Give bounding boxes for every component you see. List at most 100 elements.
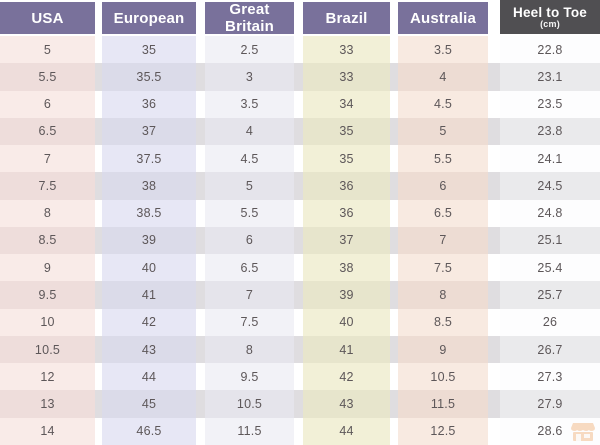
table-cell: 5	[205, 172, 294, 200]
table-cell: 5.5	[205, 199, 294, 227]
table-cell: 34	[303, 90, 390, 118]
table-row: 12 44 9.5 42 10.5 27.3	[0, 363, 600, 391]
table-row: 9.5 41 7 39 8 25.7	[0, 281, 600, 309]
column-header-great-britain: Great Britain	[205, 1, 294, 35]
shop-logo-icon	[571, 423, 595, 441]
table-cell: 5.5	[398, 145, 488, 173]
table-cell: 8	[398, 281, 488, 309]
table-cell: 9.5	[0, 281, 95, 309]
table-cell: 11.5	[398, 390, 488, 418]
table-cell: 8.5	[0, 226, 95, 255]
table-cell: 6.5	[398, 199, 488, 227]
table-cell: 4.5	[398, 90, 488, 118]
column-header-european: European	[102, 2, 196, 34]
table-cell: 25.7	[500, 281, 600, 309]
table-cell: 28.6	[500, 417, 600, 445]
table-cell: 6.5	[0, 117, 95, 146]
table-cell: 5	[398, 117, 488, 146]
table-cell: 22.8	[500, 36, 600, 64]
table-cell: 46.5	[102, 417, 196, 445]
table-cell: 8	[0, 199, 95, 227]
table-cell: 35	[303, 117, 390, 146]
table-cell: 9.5	[205, 363, 294, 391]
table-row: 13 45 10.5 43 11.5 27.9	[0, 390, 600, 418]
table-cell: 40	[303, 308, 390, 336]
table-header-row: USA European Great Britain Brazil Austra…	[0, 0, 600, 36]
table-cell: 3.5	[205, 90, 294, 118]
column-header-usa: USA	[0, 2, 95, 34]
table-cell: 37.5	[102, 145, 196, 173]
table-cell: 7	[0, 145, 95, 173]
table-cell: 43	[303, 390, 390, 418]
table-cell: 8.5	[398, 308, 488, 336]
table-cell: 37	[102, 117, 196, 146]
table-cell: 3	[205, 63, 294, 91]
table-cell: 25.1	[500, 226, 600, 255]
table-cell: 10.5	[0, 335, 95, 364]
table-row: 8 38.5 5.5 36 6.5 24.8	[0, 199, 600, 227]
table-cell: 40	[102, 254, 196, 282]
table-cell: 44	[102, 363, 196, 391]
table-cell: 36	[303, 172, 390, 200]
table-cell: 12	[0, 363, 95, 391]
table-cell: 6.5	[205, 254, 294, 282]
table-cell: 14	[0, 417, 95, 445]
table-cell: 6	[205, 226, 294, 255]
table-cell: 4	[398, 63, 488, 91]
table-cell: 10	[0, 308, 95, 336]
table-cell: 39	[102, 226, 196, 255]
table-cell: 38	[303, 254, 390, 282]
table-cell: 7.5	[0, 172, 95, 200]
table-cell: 24.1	[500, 145, 600, 173]
table-cell: 23.5	[500, 90, 600, 118]
table-cell: 12.5	[398, 417, 488, 445]
table-cell: 9	[398, 335, 488, 364]
table-cell: 44	[303, 417, 390, 445]
heel-to-toe-unit-label: (cm)	[540, 19, 560, 30]
table-cell: 36	[303, 199, 390, 227]
table-cell: 39	[303, 281, 390, 309]
table-row: 7 37.5 4.5 35 5.5 24.1	[0, 145, 600, 173]
table-cell: 7.5	[398, 254, 488, 282]
table-cell: 7	[205, 281, 294, 309]
table-row: 10.5 43 8 41 9 26.7	[0, 335, 600, 364]
table-cell: 41	[102, 281, 196, 309]
table-cell: 5.5	[0, 63, 95, 91]
table-row: 7.5 38 5 36 6 24.5	[0, 172, 600, 200]
table-cell: 38	[102, 172, 196, 200]
table-row: 10 42 7.5 40 8.5 26	[0, 308, 600, 336]
table-cell: 25.4	[500, 254, 600, 282]
table-cell: 23.1	[500, 63, 600, 91]
table-cell: 33	[303, 63, 390, 91]
table-cell: 27.3	[500, 363, 600, 391]
table-row: 6 36 3.5 34 4.5 23.5	[0, 90, 600, 118]
table-cell: 26	[500, 308, 600, 336]
table-cell: 36	[102, 90, 196, 118]
column-header-heel-to-toe: Heel to Toe (cm)	[500, 0, 600, 34]
table-row: 5 35 2.5 33 3.5 22.8	[0, 36, 600, 64]
table-cell: 42	[303, 363, 390, 391]
table-cell: 11.5	[205, 417, 294, 445]
table-row: 14 46.5 11.5 44 12.5 28.6	[0, 417, 600, 445]
heel-to-toe-label: Heel to Toe	[513, 5, 587, 21]
table-cell: 24.5	[500, 172, 600, 200]
table-cell: 27.9	[500, 390, 600, 418]
column-header-brazil: Brazil	[303, 2, 390, 34]
table-row: 6.5 37 4 35 5 23.8	[0, 117, 600, 146]
table-cell: 35.5	[102, 63, 196, 91]
table-cell: 45	[102, 390, 196, 418]
table-cell: 6	[398, 172, 488, 200]
table-cell: 35	[303, 145, 390, 173]
table-cell: 26.7	[500, 335, 600, 364]
table-cell: 2.5	[205, 36, 294, 64]
table-cell: 7	[398, 226, 488, 255]
table-cell: 9	[0, 254, 95, 282]
table-cell: 33	[303, 36, 390, 64]
table-cell: 7.5	[205, 308, 294, 336]
table-cell: 41	[303, 335, 390, 364]
table-cell: 43	[102, 335, 196, 364]
table-cell: 37	[303, 226, 390, 255]
table-cell: 24.8	[500, 199, 600, 227]
table-cell: 42	[102, 308, 196, 336]
